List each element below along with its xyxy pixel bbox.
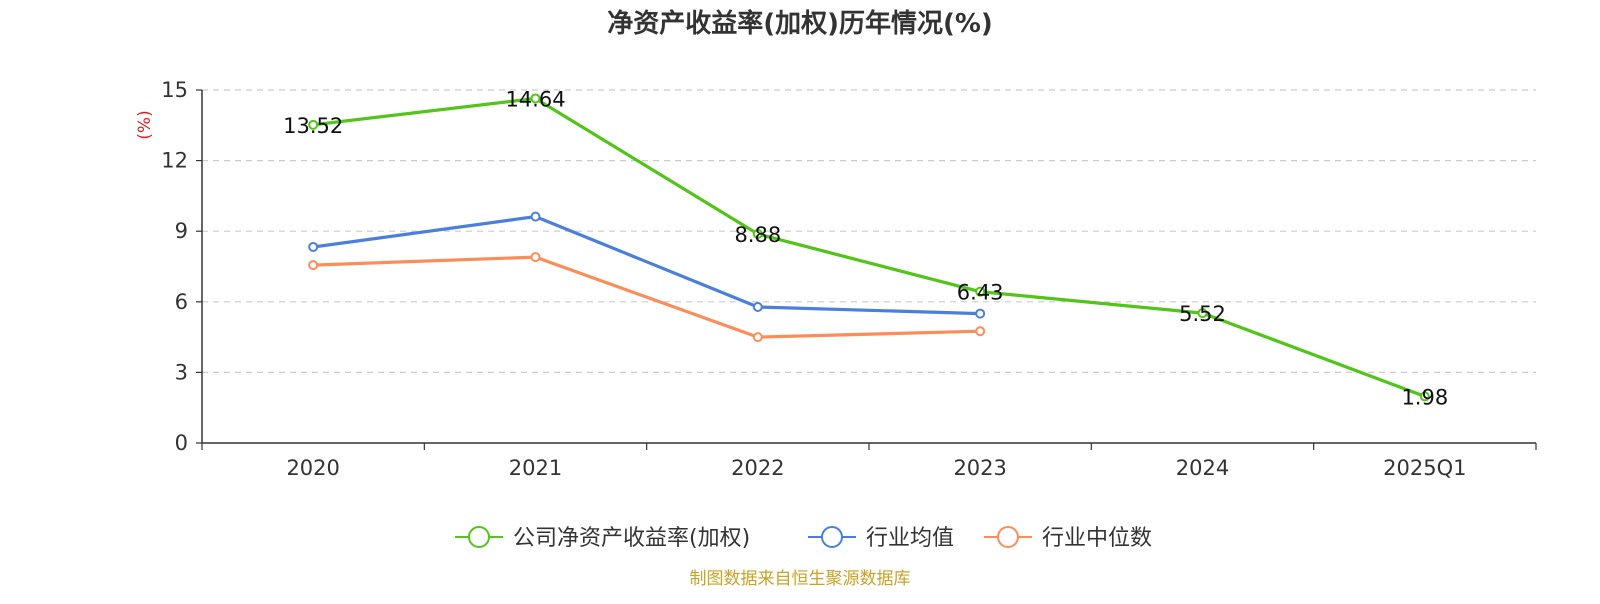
x-tick-label: 2023 [953,456,1006,480]
series-lines: 13.52 14.64 8.88 6.43 5.52 1.98 [283,87,1448,409]
legend-item-1[interactable]: 行业均值 [808,526,954,551]
data-label: 14.64 [505,87,565,111]
data-label: 5.52 [1179,302,1226,326]
y-tick-label: 0 [175,431,188,455]
legend-marker [821,526,843,548]
x-tick-label: 2024 [1176,456,1229,480]
y-tick-label: 9 [175,219,188,243]
series-line [313,96,1426,398]
data-point[interactable] [1197,308,1208,319]
grid-lines [202,89,1536,373]
y-axis-label: (%) [135,110,155,139]
x-tick-label: 2020 [286,456,339,480]
data-label: 1.98 [1401,385,1448,409]
data-point[interactable] [530,93,541,104]
data-point[interactable] [530,252,541,263]
data-point[interactable] [1419,391,1430,402]
data-label: 13.52 [283,114,343,138]
data-label: 8.88 [734,223,781,247]
series-line [312,215,981,316]
data-label: 6.43 [957,281,1004,305]
data-point[interactable] [308,260,319,271]
y-tick-label: 6 [175,290,188,314]
data-point[interactable] [752,229,763,240]
chart-title: 净资产收益率(加权)历年情况(%) [607,8,993,39]
data-point[interactable] [308,241,319,252]
legend-marker [468,526,490,548]
data-source-note: 制图数据来自恒生聚源数据库 [690,569,911,589]
data-point[interactable] [975,286,986,297]
legend-label: 行业中位数 [1042,526,1152,551]
x-tick-label: 2021 [509,456,562,480]
x-tick-label: 2022 [731,456,784,480]
data-point[interactable] [752,301,763,312]
legend-item-0[interactable]: 公司净资产收益率(加权) [455,526,750,551]
data-point[interactable] [530,211,541,222]
data-point[interactable] [752,332,763,343]
data-point[interactable] [975,308,986,319]
legend-label: 公司净资产收益率(加权) [513,526,750,551]
series-0: 13.52 14.64 8.88 6.43 5.52 1.98 [283,87,1448,409]
data-point[interactable] [975,326,986,337]
series-1 [308,211,986,319]
y-tick-label: 12 [161,149,188,173]
data-point[interactable] [308,119,319,130]
series-line [313,255,981,339]
y-tick-label: 3 [175,360,188,384]
x-tick-label: 2025Q1 [1383,456,1466,480]
legend-label: 行业均值 [866,526,954,551]
legend-item-2[interactable]: 行业中位数 [984,526,1152,551]
y-tick-label: 15 [161,78,188,102]
series-2 [308,252,986,343]
axes: 0 3 6 9 12 15 2020 2021 2022 2023 2024 2025Q1 [161,78,1537,480]
legend-marker [997,526,1019,548]
legend[interactable]: 公司净资产收益率(加权) 行业均值 行业中位数 [455,526,1152,551]
